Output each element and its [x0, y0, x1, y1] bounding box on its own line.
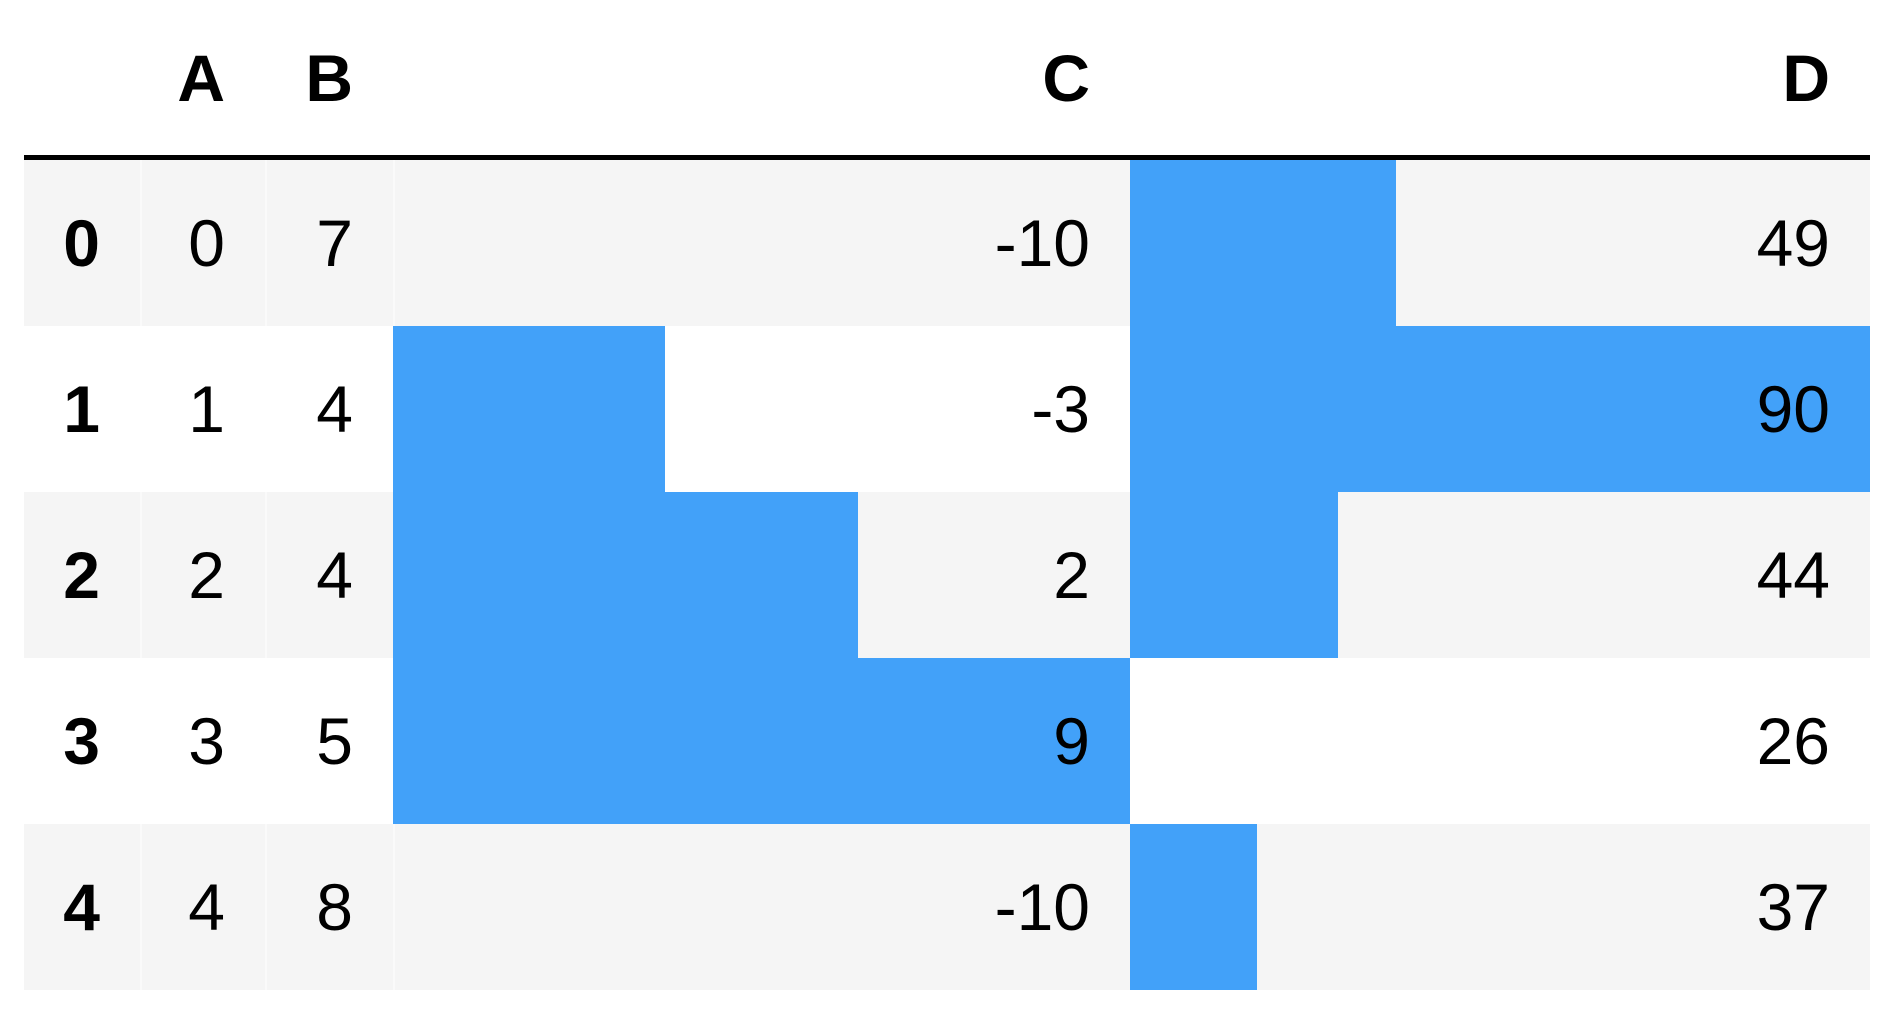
cell-value: 44: [1756, 538, 1830, 612]
header-b: B: [305, 40, 353, 115]
header-index: [24, 0, 140, 155]
header-c: C: [1042, 40, 1090, 115]
row-index: 3: [24, 658, 140, 824]
cell-value: 3: [188, 704, 225, 778]
cell-c: -3: [393, 326, 1130, 492]
cell-value: 4: [188, 870, 225, 944]
cell-value: 49: [1756, 206, 1830, 280]
cell-value: 1: [63, 372, 100, 446]
cell-b: 5: [265, 658, 393, 824]
column-separator: [393, 824, 395, 990]
cell-d: 44: [1130, 492, 1870, 658]
cell-value: 7: [316, 206, 353, 280]
column-separator: [140, 160, 142, 326]
column-separator: [393, 160, 395, 326]
column-separator: [265, 658, 267, 824]
table-row: 2 2 4 2 44: [24, 492, 1870, 658]
cell-value: 2: [63, 538, 100, 612]
cell-b: 8: [265, 824, 393, 990]
cell-value: 3: [63, 704, 100, 778]
row-index: 4: [24, 824, 140, 990]
bar-c-row-2: [393, 492, 858, 658]
cell-a: 3: [140, 658, 265, 824]
cell-value: 5: [316, 704, 353, 778]
cell-value: -3: [1031, 372, 1090, 446]
header-d: D: [1782, 40, 1830, 115]
cell-d: 37: [1130, 824, 1870, 990]
table-body: 0 0 7 -10 49 1 1 4 -3 90 2 2 4 2 44 3 3 5 9 26 4 4 8 -10 37: [24, 160, 1870, 990]
table-row: 4 4 8 -10 37: [24, 824, 1870, 990]
column-separator: [140, 492, 142, 658]
table-row: 3 3 5 9 26: [24, 658, 1870, 824]
table-row: 1 1 4 -3 90: [24, 326, 1870, 492]
cell-c: -10: [393, 160, 1130, 326]
column-separator: [265, 326, 267, 492]
styled-dataframe-table: A B C D 0 0 7 -10 49 1 1 4 -3 90 2 2 4 2 44 3 3 5 9 26 4 4 8 -1…: [24, 0, 1870, 990]
column-separator: [265, 492, 267, 658]
cell-value: 8: [316, 870, 353, 944]
cell-value: 37: [1756, 870, 1830, 944]
column-separator: [140, 658, 142, 824]
bar-d-row-2: [1130, 492, 1338, 658]
column-separator: [140, 326, 142, 492]
column-separator: [265, 824, 267, 990]
cell-value: -10: [994, 206, 1090, 280]
cell-value: -10: [994, 870, 1090, 944]
cell-d: 90: [1130, 326, 1870, 492]
cell-b: 4: [265, 492, 393, 658]
column-separator: [140, 824, 142, 990]
bar-c-row-1: [393, 326, 665, 492]
header-a: A: [177, 40, 225, 115]
cell-a: 2: [140, 492, 265, 658]
cell-value: 4: [316, 372, 353, 446]
cell-value: 26: [1756, 704, 1830, 778]
table-row: 0 0 7 -10 49: [24, 160, 1870, 326]
cell-value: 9: [1053, 704, 1090, 778]
cell-d: 49: [1130, 160, 1870, 326]
column-separator: [265, 160, 267, 326]
cell-d: 26: [1130, 658, 1870, 824]
cell-a: 1: [140, 326, 265, 492]
bar-d-row-0: [1130, 160, 1396, 326]
bar-d-row-1: [1130, 326, 1870, 492]
cell-value: 4: [316, 538, 353, 612]
cell-value: 90: [1756, 372, 1830, 446]
bar-c-row-3: [393, 658, 1130, 824]
cell-value: 1: [188, 372, 225, 446]
row-index: 0: [24, 160, 140, 326]
cell-value: 0: [188, 206, 225, 280]
cell-b: 4: [265, 326, 393, 492]
cell-c: 9: [393, 658, 1130, 824]
cell-value: 0: [63, 206, 100, 280]
cell-b: 7: [265, 160, 393, 326]
cell-value: 2: [188, 538, 225, 612]
row-index: 1: [24, 326, 140, 492]
cell-c: 2: [393, 492, 1130, 658]
bar-d-row-4: [1130, 824, 1257, 990]
cell-value: 4: [63, 870, 100, 944]
cell-a: 4: [140, 824, 265, 990]
row-index: 2: [24, 492, 140, 658]
cell-value: 2: [1053, 538, 1090, 612]
cell-c: -10: [393, 824, 1130, 990]
table-header-row: A B C D: [24, 0, 1870, 160]
cell-a: 0: [140, 160, 265, 326]
